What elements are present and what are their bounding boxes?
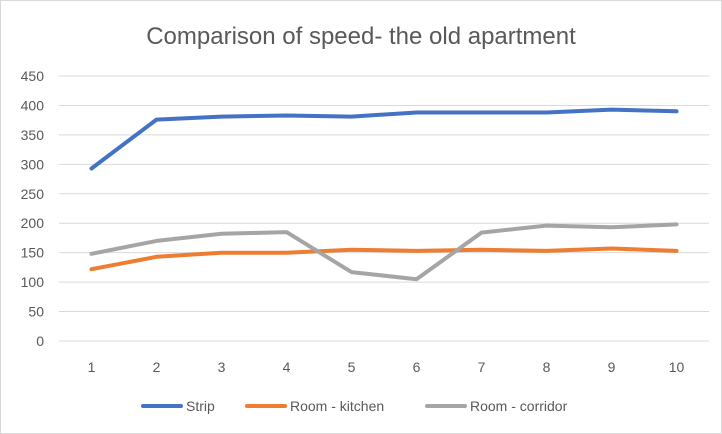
y-tick-label-250: 250 xyxy=(21,186,45,202)
legend-label-room-corridor: Room - corridor xyxy=(470,398,568,414)
x-tick-label-1: 1 xyxy=(88,359,96,375)
x-tick-label-5: 5 xyxy=(348,359,356,375)
legend-label-strip: Strip xyxy=(186,398,215,414)
chart-title: Comparison of speed- the old apartment xyxy=(146,23,576,50)
series-line-room-corridor xyxy=(89,222,679,282)
y-tick-label-400: 400 xyxy=(21,97,45,113)
y-tick-label-0: 0 xyxy=(36,333,44,349)
x-tick-label-4: 4 xyxy=(283,359,291,375)
series-line-strip xyxy=(89,107,679,171)
x-tick-label-3: 3 xyxy=(218,359,226,375)
legend: Strip Room - kitchen Room - corridor xyxy=(141,398,568,414)
x-tick-label-7: 7 xyxy=(478,359,486,375)
series-lines xyxy=(89,107,679,282)
gridlines xyxy=(59,75,709,342)
x-tick-label-2: 2 xyxy=(153,359,161,375)
y-tick-label-350: 350 xyxy=(21,127,45,143)
x-tick-label-8: 8 xyxy=(543,359,551,375)
y-tick-label-200: 200 xyxy=(21,215,45,231)
legend-label-room-kitchen: Room - kitchen xyxy=(290,398,384,414)
y-tick-label-100: 100 xyxy=(21,274,45,290)
y-tick-label-50: 50 xyxy=(28,304,44,320)
x-axis-ticks: 1 2 3 4 5 6 7 8 9 10 xyxy=(88,359,685,375)
x-tick-label-9: 9 xyxy=(608,359,616,375)
series-line-room-kitchen xyxy=(89,246,679,272)
x-tick-label-6: 6 xyxy=(413,359,421,375)
y-axis-ticks: 0 50 100 150 200 250 300 350 400 450 xyxy=(21,68,45,349)
x-tick-label-10: 10 xyxy=(669,359,685,375)
y-tick-label-450: 450 xyxy=(21,68,45,84)
y-tick-label-300: 300 xyxy=(21,156,45,172)
y-tick-label-150: 150 xyxy=(21,245,45,261)
